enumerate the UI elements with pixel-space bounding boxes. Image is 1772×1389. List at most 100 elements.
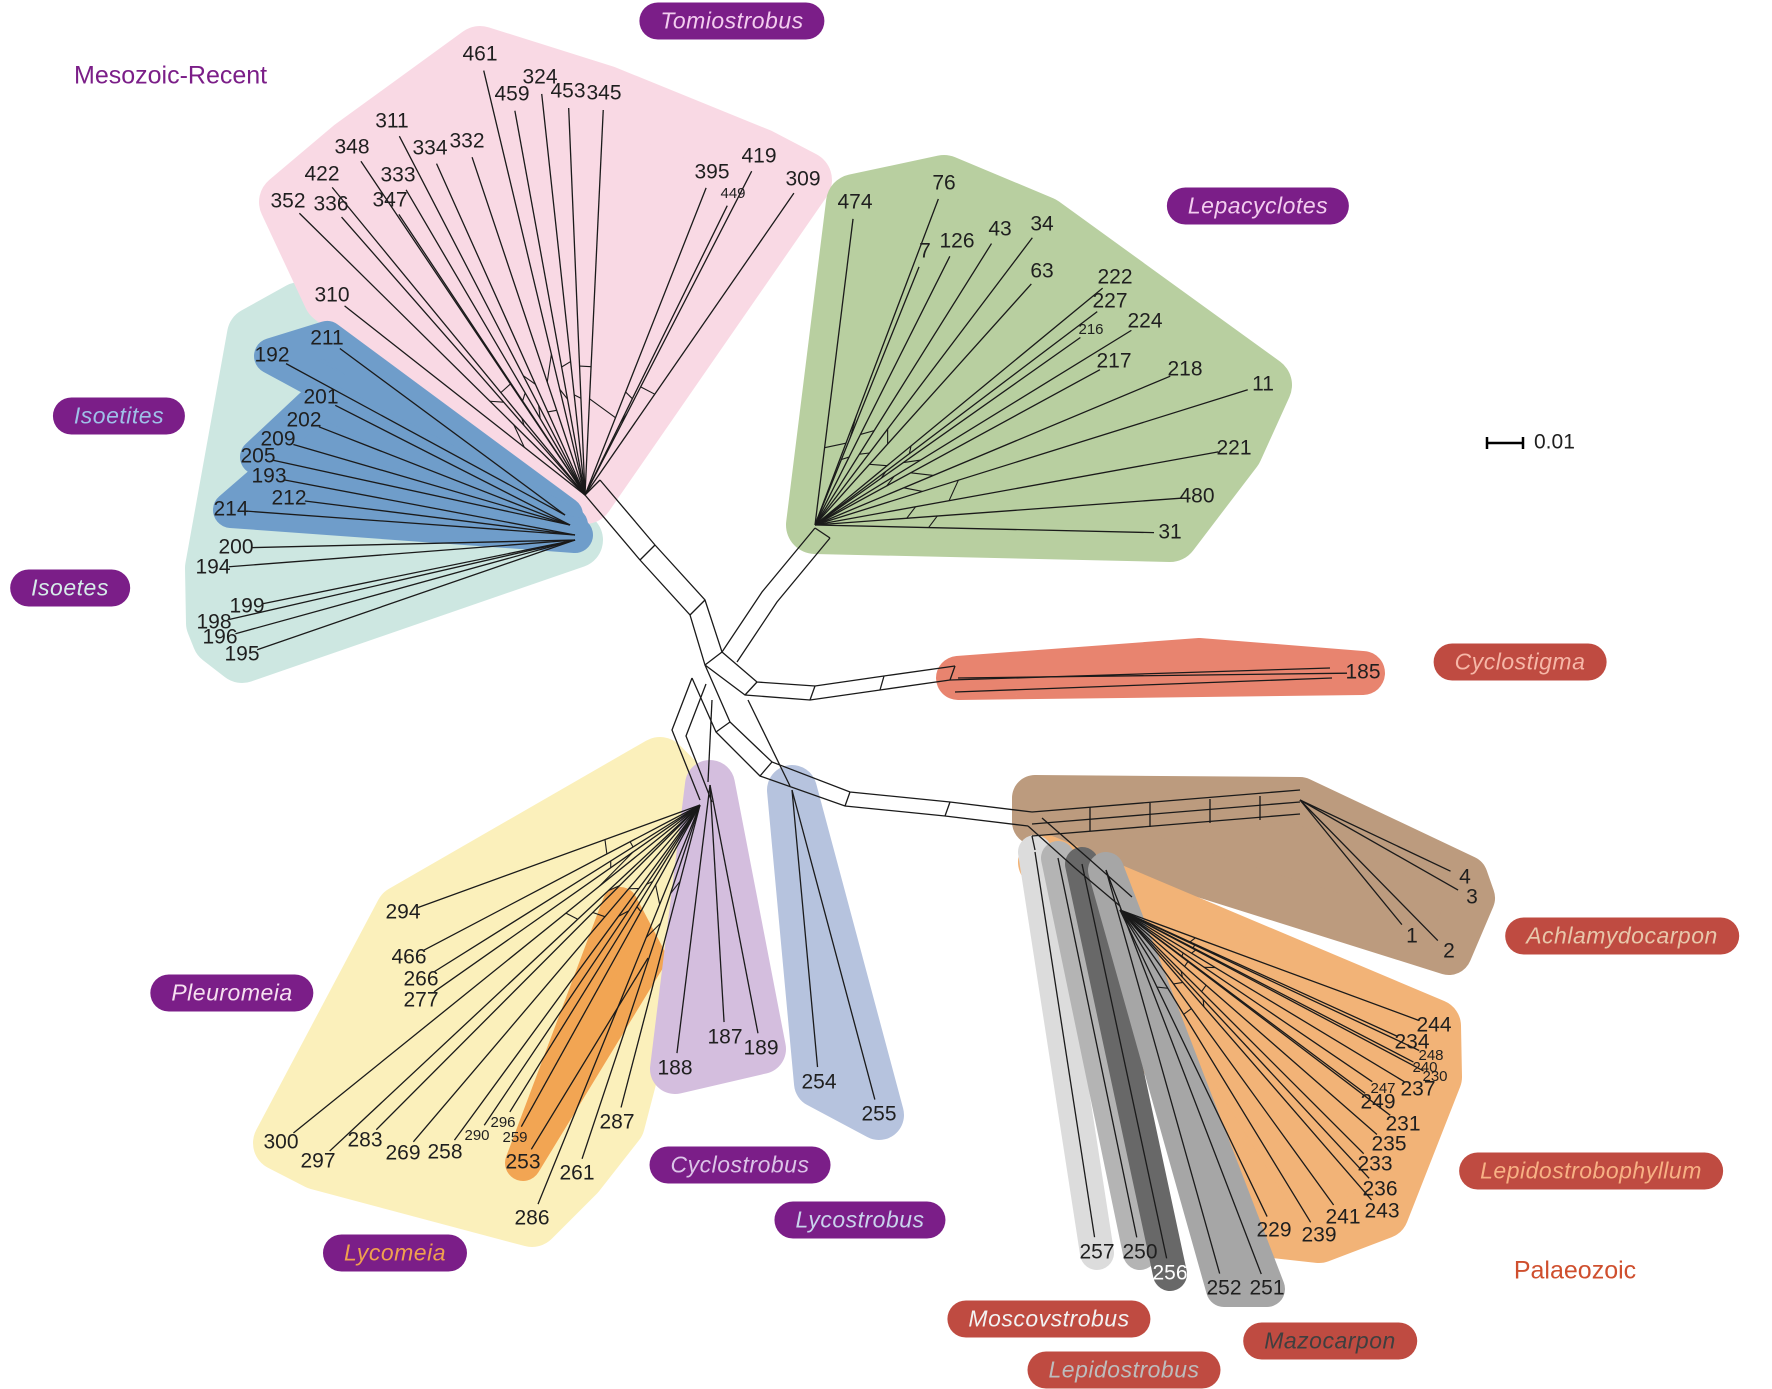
network-terminal-edge bbox=[1119, 909, 1420, 1022]
taxon-label: 2 bbox=[1443, 940, 1455, 963]
network-terminal-edge bbox=[1081, 863, 1168, 1259]
network-terminal-edge bbox=[412, 804, 701, 1143]
network-terminal-edge bbox=[433, 804, 701, 993]
taxon-label: 255 bbox=[861, 1103, 896, 1126]
taxon-label: 237 bbox=[1400, 1078, 1435, 1101]
network-edge-layer bbox=[228, 70, 1459, 1275]
taxon-label: 252 bbox=[1206, 1277, 1241, 1300]
taxon-label: 257 bbox=[1079, 1241, 1114, 1264]
network-terminal-edge bbox=[483, 804, 701, 1126]
taxon-label: 193 bbox=[251, 465, 286, 488]
network-terminal-edge bbox=[228, 539, 576, 568]
network-terminal-edge bbox=[344, 305, 586, 496]
network-terminal-edge bbox=[298, 212, 586, 496]
network-terminal-edge bbox=[814, 237, 1033, 526]
network-terminal-edge bbox=[814, 389, 1248, 526]
network-split-edge bbox=[636, 906, 642, 912]
taxon-label: 236 bbox=[1362, 1178, 1397, 1201]
taxon-label: 348 bbox=[334, 136, 369, 159]
taxon-label: 345 bbox=[586, 82, 621, 105]
taxon-label: 201 bbox=[303, 386, 338, 409]
network-split-edge bbox=[849, 415, 857, 438]
taxon-label: 347 bbox=[372, 189, 407, 212]
network-hub-edge bbox=[1031, 789, 1301, 813]
network-split-edge bbox=[489, 400, 504, 403]
network-split-edge bbox=[859, 452, 870, 455]
network-hub-edge bbox=[691, 677, 1029, 827]
network-terminal-edge bbox=[293, 443, 571, 526]
network-split-edge bbox=[1217, 960, 1222, 964]
taxon-label: 224 bbox=[1127, 310, 1162, 333]
taxon-label: 63 bbox=[1030, 260, 1053, 283]
scale-bar bbox=[1485, 437, 1525, 449]
taxon-label: 194 bbox=[195, 556, 230, 579]
taxon-label: 243 bbox=[1364, 1200, 1399, 1223]
network-hub-edge bbox=[1031, 813, 1301, 837]
network-hub-edge bbox=[954, 677, 1333, 693]
network-split-edge bbox=[869, 463, 888, 467]
taxon-label: 310 bbox=[314, 284, 349, 307]
network-split-edge bbox=[910, 472, 934, 476]
network-terminal-edge bbox=[514, 110, 586, 496]
taxon-label: 297 bbox=[300, 1150, 335, 1173]
taxon-label: 269 bbox=[385, 1142, 420, 1165]
network-terminal-edge bbox=[1299, 799, 1451, 872]
network-terminal-edge bbox=[814, 198, 939, 526]
network-terminal-edge bbox=[1119, 909, 1268, 1217]
taxon-label: 241 bbox=[1325, 1206, 1360, 1229]
network-hub-edge bbox=[599, 479, 956, 687]
network-hub-edge bbox=[809, 685, 816, 701]
network-split-edge bbox=[513, 424, 525, 448]
network-split-edge bbox=[579, 365, 592, 368]
taxon-label: 259 bbox=[502, 1129, 527, 1146]
network-split-edge bbox=[1183, 1008, 1192, 1015]
network-hub-edge bbox=[671, 677, 701, 801]
network-split-edge bbox=[903, 459, 921, 464]
network-hub-edge bbox=[721, 527, 816, 653]
network-hub-edge bbox=[704, 651, 723, 666]
network-terminal-edge bbox=[814, 311, 1098, 526]
network-split-edge bbox=[906, 506, 916, 519]
network-split-edge bbox=[1202, 971, 1211, 980]
network-terminal-edge bbox=[791, 789, 876, 1100]
taxon-label: 422 bbox=[304, 163, 339, 186]
taxon-label: 334 bbox=[412, 137, 447, 160]
taxon-label: 261 bbox=[559, 1162, 594, 1185]
network-split-edge bbox=[640, 386, 656, 395]
taxon-label: 7 bbox=[919, 240, 931, 263]
taxon-label: 294 bbox=[385, 901, 420, 924]
network-hub-edge bbox=[1031, 835, 1036, 851]
network-split-edge bbox=[608, 885, 620, 892]
taxon-label: 234 bbox=[1394, 1031, 1429, 1054]
taxon-label: 211 bbox=[310, 327, 343, 350]
taxon-label: 283 bbox=[347, 1129, 382, 1152]
taxon-label: 230 bbox=[1422, 1068, 1447, 1085]
lepidostrobophyllum-label-pill: Lepidostrobophyllum bbox=[1459, 1152, 1723, 1190]
moscovstrobus-label-pill: Moscovstrobus bbox=[947, 1300, 1151, 1338]
network-terminal-edge bbox=[520, 804, 701, 1127]
taxon-label: 185 bbox=[1345, 661, 1380, 684]
taxon-label: 235 bbox=[1371, 1133, 1406, 1156]
isoetes-label-pill: Isoetes bbox=[10, 569, 130, 607]
network-terminal-edge bbox=[1119, 909, 1424, 1072]
taxon-label: 189 bbox=[743, 1037, 778, 1060]
network-terminal-edge bbox=[509, 804, 701, 1113]
network-split-edge bbox=[903, 487, 923, 492]
network-terminal-edge bbox=[1057, 857, 1138, 1238]
network-terminal-edge bbox=[229, 539, 576, 621]
network-split-edge bbox=[573, 394, 582, 399]
taxon-label: 461 bbox=[462, 43, 497, 66]
achlamydocarpon-label-pill: Achlamydocarpon bbox=[1505, 917, 1739, 955]
network-terminal-edge bbox=[284, 479, 576, 536]
network-terminal-edge bbox=[814, 218, 854, 526]
taxon-label: 300 bbox=[263, 1131, 298, 1154]
network-terminal-edge bbox=[1299, 799, 1439, 942]
network-hub-edge bbox=[584, 494, 951, 701]
taxon-label: 466 bbox=[391, 946, 426, 969]
network-split-edge bbox=[604, 839, 608, 855]
network-terminal-edge bbox=[1119, 909, 1378, 1135]
network-terminal-edge bbox=[584, 170, 753, 496]
taxon-label: 1 bbox=[1406, 925, 1418, 948]
network-split-edge bbox=[908, 445, 912, 454]
taxon-label: 34 bbox=[1030, 213, 1054, 236]
